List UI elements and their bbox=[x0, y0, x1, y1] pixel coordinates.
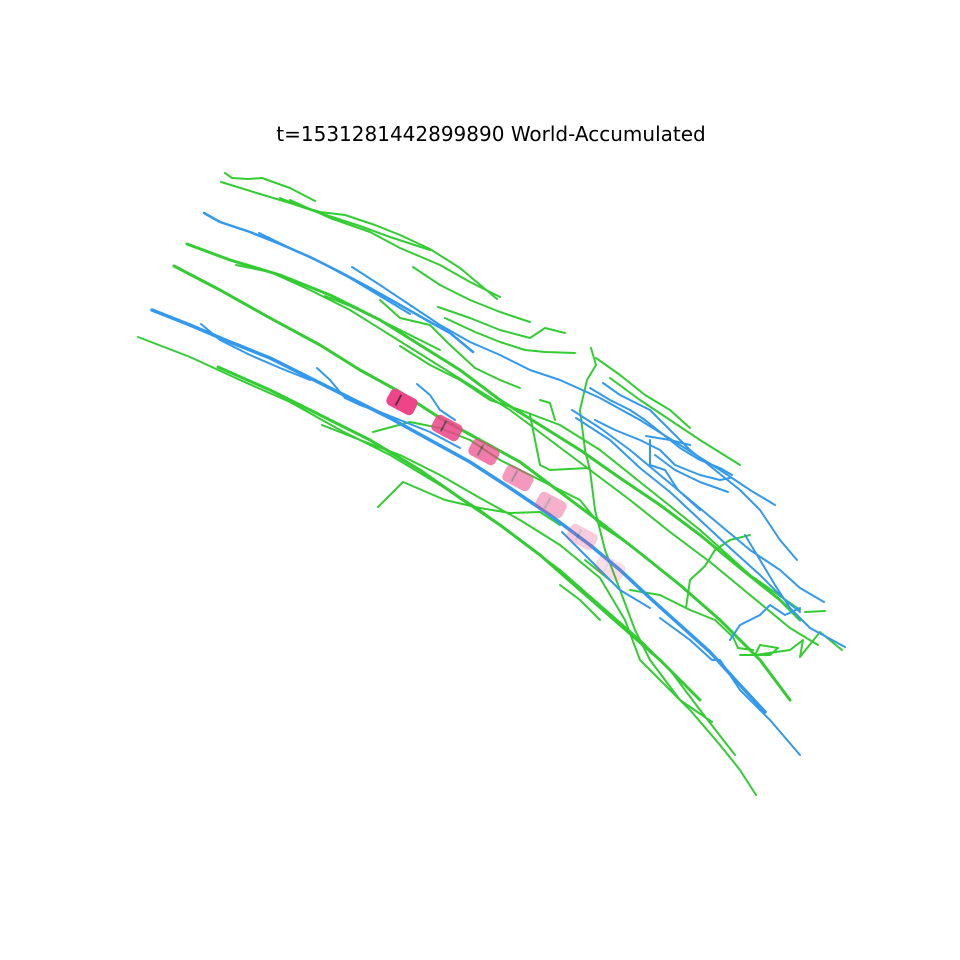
blue-lane-line bbox=[202, 211, 475, 354]
blue-lane-line bbox=[200, 323, 311, 381]
vehicle-heading-mark bbox=[394, 394, 403, 406]
vehicle-box bbox=[468, 438, 500, 466]
vehicle-box bbox=[566, 523, 598, 551]
blue-lane-line bbox=[561, 531, 651, 609]
green-lane-line bbox=[629, 589, 754, 651]
plot-title: t=1531281442899890 World-Accumulated bbox=[276, 122, 706, 146]
vehicle-box bbox=[535, 491, 567, 519]
blue-lane-line bbox=[575, 417, 801, 613]
vehicle-body bbox=[468, 438, 500, 466]
blue-lane-lines bbox=[150, 211, 846, 756]
vehicle-box bbox=[594, 554, 626, 582]
green-lane-line bbox=[235, 264, 819, 646]
blue-lane-line bbox=[729, 604, 801, 641]
blue-lane-line bbox=[659, 617, 801, 756]
green-lane-line bbox=[216, 365, 702, 702]
green-lane-line bbox=[437, 306, 566, 339]
blue-lane-line bbox=[744, 534, 846, 648]
green-lane-line bbox=[289, 199, 501, 298]
green-lane-line bbox=[529, 414, 589, 471]
green-lane-line bbox=[444, 317, 576, 354]
vehicle-heading-mark bbox=[439, 420, 448, 432]
blue-lane-line bbox=[161, 313, 281, 363]
green-lane-line bbox=[324, 295, 441, 351]
green-lane-line bbox=[685, 534, 751, 609]
vehicle-body bbox=[502, 464, 534, 492]
vehicle-box bbox=[431, 414, 463, 442]
vehicle-heading-mark bbox=[543, 497, 552, 509]
green-lane-line bbox=[224, 172, 316, 202]
blue-lane-line bbox=[258, 232, 411, 315]
vehicle-body bbox=[535, 491, 567, 519]
vehicle-heading-mark bbox=[510, 470, 519, 482]
blue-lane-line bbox=[654, 454, 729, 493]
blue-lane-line bbox=[316, 367, 461, 449]
vehicle-heading-mark bbox=[602, 560, 611, 572]
vehicle-box bbox=[386, 388, 418, 416]
vehicle-heading-mark bbox=[574, 529, 583, 541]
green-lane-line bbox=[595, 357, 691, 429]
green-lane-line bbox=[579, 347, 713, 723]
green-lane-line bbox=[377, 481, 561, 526]
green-lane-line bbox=[804, 610, 826, 613]
blue-lane-line bbox=[649, 439, 701, 511]
green-lane-line bbox=[185, 242, 802, 622]
vehicle-trajectory bbox=[386, 388, 626, 582]
vehicle-body bbox=[566, 523, 598, 551]
green-lane-line bbox=[412, 266, 531, 323]
blue-lane-line bbox=[416, 383, 456, 421]
green-lane-line bbox=[321, 424, 757, 796]
blue-lane-line bbox=[602, 382, 798, 561]
vehicle-box bbox=[502, 464, 534, 492]
vehicle-heading-mark bbox=[476, 444, 485, 456]
green-lane-line bbox=[137, 336, 736, 756]
green-lane-line bbox=[559, 584, 601, 621]
blue-lane-line bbox=[645, 435, 691, 446]
green-lane-line bbox=[172, 264, 792, 702]
green-lane-line bbox=[539, 399, 556, 421]
vehicle-body bbox=[431, 414, 463, 442]
vehicle-body bbox=[594, 554, 626, 582]
green-lane-line bbox=[379, 299, 521, 389]
green-lane-line bbox=[279, 197, 498, 300]
green-lane-line bbox=[739, 631, 843, 658]
blue-lane-line bbox=[594, 419, 731, 481]
vehicle-body bbox=[386, 388, 418, 416]
green-lane-lines bbox=[137, 172, 843, 796]
blue-lane-line bbox=[571, 409, 825, 603]
green-lane-line bbox=[372, 421, 631, 546]
green-lane-line bbox=[609, 377, 741, 466]
green-lane-line bbox=[399, 345, 801, 611]
blue-lane-line bbox=[589, 387, 733, 476]
